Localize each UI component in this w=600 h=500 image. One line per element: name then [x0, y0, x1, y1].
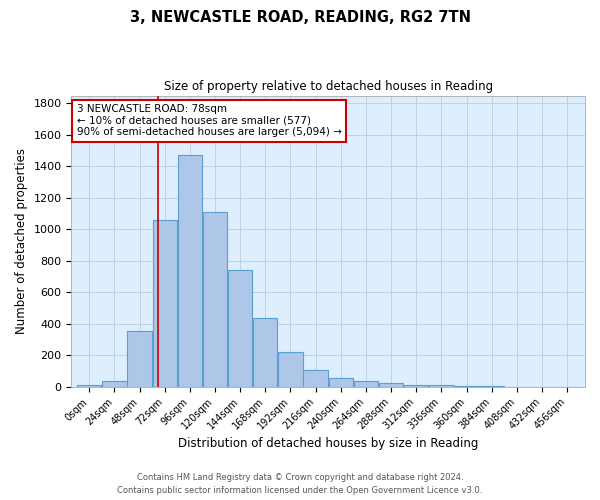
- Bar: [253, 318, 277, 387]
- Bar: [329, 378, 353, 387]
- Bar: [278, 352, 302, 387]
- Text: 3, NEWCASTLE ROAD, READING, RG2 7TN: 3, NEWCASTLE ROAD, READING, RG2 7TN: [130, 10, 470, 25]
- Bar: [429, 386, 454, 387]
- Bar: [379, 383, 403, 387]
- Text: 3 NEWCASTLE ROAD: 78sqm
← 10% of detached houses are smaller (577)
90% of semi-d: 3 NEWCASTLE ROAD: 78sqm ← 10% of detache…: [77, 104, 341, 138]
- Bar: [178, 156, 202, 387]
- Bar: [454, 386, 479, 387]
- Title: Size of property relative to detached houses in Reading: Size of property relative to detached ho…: [164, 80, 493, 93]
- Bar: [404, 384, 428, 387]
- Bar: [304, 370, 328, 387]
- Bar: [102, 382, 127, 387]
- Text: Contains HM Land Registry data © Crown copyright and database right 2024.
Contai: Contains HM Land Registry data © Crown c…: [118, 474, 482, 495]
- Bar: [228, 270, 253, 387]
- Y-axis label: Number of detached properties: Number of detached properties: [15, 148, 28, 334]
- Bar: [127, 331, 152, 387]
- X-axis label: Distribution of detached houses by size in Reading: Distribution of detached houses by size …: [178, 437, 478, 450]
- Bar: [152, 220, 177, 387]
- Bar: [77, 386, 101, 387]
- Bar: [354, 380, 378, 387]
- Bar: [203, 212, 227, 387]
